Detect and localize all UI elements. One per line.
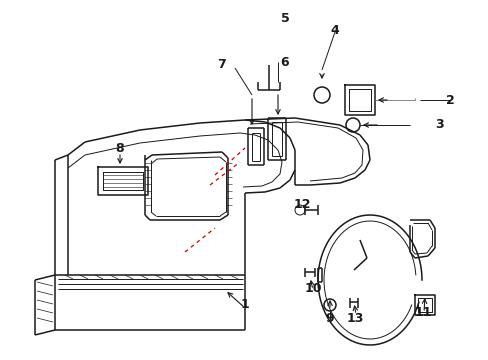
- Text: 1: 1: [240, 298, 249, 311]
- Text: 4: 4: [330, 23, 339, 36]
- Text: 8: 8: [116, 141, 124, 154]
- Text: 9: 9: [325, 311, 334, 324]
- Text: 3: 3: [435, 118, 444, 131]
- Text: 11: 11: [413, 306, 431, 320]
- Text: 5: 5: [280, 12, 289, 24]
- Text: 2: 2: [445, 94, 453, 107]
- Text: 7: 7: [217, 58, 226, 72]
- Text: 10: 10: [304, 282, 321, 294]
- Text: 12: 12: [293, 198, 310, 211]
- Text: 13: 13: [346, 311, 363, 324]
- Text: 6: 6: [280, 55, 289, 68]
